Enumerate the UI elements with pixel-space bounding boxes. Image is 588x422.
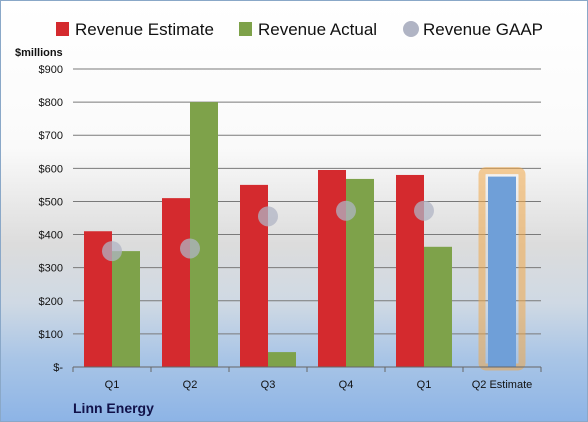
gaap-markers — [102, 200, 434, 262]
bar-revenue-actual — [268, 352, 296, 367]
marker-revenue-gaap — [102, 241, 122, 262]
y-tick-label: $500 — [39, 196, 63, 208]
legend-swatch — [239, 22, 252, 36]
y-tick-label: $800 — [39, 97, 63, 109]
legend: Revenue Estimate Revenue Actual Revenue GA… — [56, 20, 543, 39]
x-tick-label: Q1 — [417, 379, 432, 391]
plot-area — [73, 69, 541, 367]
marker-revenue-gaap — [258, 206, 278, 227]
y-tick-label: $600 — [39, 163, 63, 175]
y-tick-label: $900 — [39, 64, 63, 76]
bar-q2-estimate — [488, 176, 516, 367]
y-tick-label: $200 — [39, 296, 63, 308]
gridlines — [73, 68, 541, 335]
x-tick-label: Q1 — [105, 379, 120, 391]
y-tick-label: $100 — [39, 329, 63, 341]
marker-revenue-gaap — [336, 200, 356, 221]
y-tick-label: $400 — [39, 230, 63, 242]
legend-swatch — [56, 22, 69, 36]
bar-revenue-actual — [424, 246, 452, 367]
bar-revenue-actual — [112, 251, 140, 367]
y-axis-ticks: $- $100 $200 $300 $400 $500 $600 $700 $800 $900 — [39, 64, 64, 374]
x-tick-label: Q3 — [261, 379, 276, 391]
y-tick-label: $- — [53, 362, 63, 374]
legend-label: Revenue Estimate — [75, 20, 214, 39]
y-tick-label: $300 — [39, 263, 63, 275]
x-axis-ticks: Q1 Q2 Q3 Q4 Q1 Q2 Estimate — [72, 367, 542, 391]
marker-revenue-gaap — [414, 200, 434, 221]
x-tick-label: Q2 Estimate — [472, 379, 533, 391]
legend-label: Revenue GAAP — [423, 20, 543, 39]
x-tick-label: Q2 — [183, 379, 198, 391]
bar-revenue-estimate — [318, 169, 346, 367]
y-axis-unit-label: $millions — [15, 47, 63, 59]
bar-revenue-actual — [190, 102, 218, 367]
legend-label: Revenue Actual — [258, 20, 377, 39]
company-name: Linn Energy — [73, 400, 154, 416]
y-tick-label: $700 — [39, 130, 63, 142]
legend-swatch — [403, 21, 419, 37]
bar-revenue-estimate — [162, 198, 190, 367]
marker-revenue-gaap — [180, 238, 200, 259]
x-tick-label: Q4 — [339, 379, 354, 391]
